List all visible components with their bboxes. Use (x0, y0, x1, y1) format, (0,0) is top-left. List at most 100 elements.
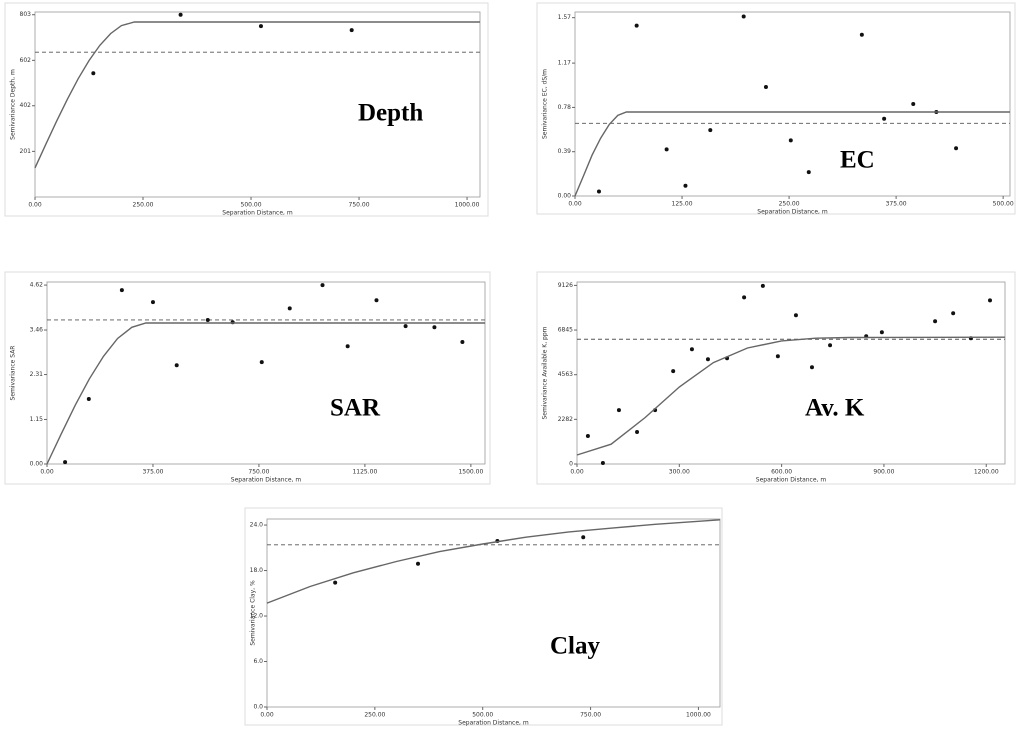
point (951, 311, 956, 316)
y-tick-label: 0.0 (253, 704, 263, 711)
point (119, 288, 124, 293)
annotation: Depth (358, 100, 423, 127)
y-axis-label: Semivariance Depth, m (10, 69, 17, 140)
point (760, 283, 765, 288)
y-tick-label: 24.0 (250, 522, 264, 529)
y-tick-label: 0.00 (30, 461, 44, 468)
x-tick-label: 250.00 (133, 202, 154, 209)
point (258, 24, 263, 29)
y-axis-label: Semivariance Available K, ppm (542, 326, 549, 419)
annotation-bg (320, 380, 391, 436)
annotation: Av. K (805, 395, 865, 422)
x-tick-label: 250.00 (364, 712, 385, 719)
x-axis-label: Separation Distance, m (757, 209, 828, 216)
y-tick-label: 3.46 (30, 327, 44, 334)
plot-area (46, 281, 486, 465)
x-tick-label: 0.00 (40, 469, 54, 476)
y-tick-label: 0.00 (558, 193, 572, 200)
y-tick-label: 4563 (558, 371, 573, 378)
chart-panel: 0.00 250.00 500.00 750.00 1000.00 201 402 602 80… (4, 2, 489, 217)
point (616, 408, 621, 413)
x-tick-label: 0.00 (568, 201, 582, 208)
y-tick-label: 201 (20, 148, 32, 155)
x-tick-label: 0.00 (570, 469, 584, 476)
panel-frame (536, 2, 1016, 215)
point (763, 84, 768, 89)
chart-panel: 0.00 300.00 600.00 900.00 1200.00 0 2282 4563 68… (536, 271, 1016, 485)
y-tick-label: 803 (20, 11, 32, 18)
model-curve (34, 21, 480, 169)
x-tick-label: 750.00 (248, 469, 269, 476)
point (416, 561, 420, 566)
point (809, 365, 814, 370)
point (828, 343, 833, 348)
point (86, 396, 91, 401)
y-tick-label: 0.78 (558, 104, 572, 111)
chart-panel: 0.00 125.00 250.00 375.00 500.00 0.00 0.39 0.78… (536, 2, 1016, 216)
point (859, 32, 864, 37)
point (954, 146, 959, 151)
y-tick-label: 6845 (558, 327, 573, 334)
point (581, 535, 586, 540)
model-curve (574, 111, 1010, 197)
point (683, 183, 688, 188)
x-axis-label: Separation Distance, m (231, 477, 302, 484)
point (664, 147, 669, 152)
x-tick-label: 750.00 (349, 202, 370, 209)
x-tick-label: 1125.00 (352, 469, 377, 476)
point (432, 325, 437, 330)
x-tick-label: 500.00 (241, 202, 262, 209)
point (63, 460, 68, 465)
x-tick-label: 1200.00 (974, 469, 999, 476)
annotation-bg (795, 380, 875, 436)
y-tick-label: 12.0 (250, 613, 264, 620)
x-tick-label: 375.00 (886, 201, 907, 208)
y-tick-label: 0 (569, 461, 573, 468)
model-curve (266, 519, 721, 604)
y-axis-label: Semivariance SAR (10, 346, 17, 401)
x-tick-label: 375.00 (142, 469, 163, 476)
x-tick-label: 300.00 (669, 469, 690, 476)
point (596, 189, 601, 194)
point (806, 170, 811, 175)
point (150, 300, 155, 305)
point (259, 360, 264, 365)
y-tick-label: 2.31 (30, 371, 44, 378)
x-tick-label: 900.00 (873, 469, 894, 476)
panel-frame (4, 2, 489, 217)
x-tick-label: 750.00 (580, 712, 601, 719)
point (287, 306, 292, 311)
point (178, 12, 183, 17)
plot-area (576, 281, 1006, 465)
point (374, 298, 379, 303)
x-tick-label: 125.00 (672, 201, 693, 208)
point (793, 313, 798, 318)
point (911, 102, 916, 106)
x-tick-label: 1000.00 (686, 712, 711, 719)
panel-frame (536, 271, 1016, 485)
y-tick-label: 402 (20, 102, 32, 109)
point (708, 128, 713, 133)
y-tick-label: 18.0 (250, 567, 264, 574)
plot-area (266, 518, 721, 708)
y-tick-label: 6.0 (253, 658, 263, 665)
y-tick-label: 602 (20, 57, 32, 64)
x-axis-label: Separation Distance, m (756, 477, 827, 484)
annotation-bg (540, 618, 611, 674)
point (705, 357, 710, 362)
x-tick-label: 500.00 (993, 201, 1014, 208)
point (987, 298, 992, 303)
y-tick-label: 1.17 (558, 60, 572, 67)
y-tick-label: 4.62 (30, 282, 44, 289)
model-curve (46, 322, 485, 465)
point (600, 461, 605, 466)
y-tick-label: 1.57 (558, 14, 572, 21)
x-tick-label: 1500.00 (458, 469, 483, 476)
point (345, 344, 350, 349)
point (460, 340, 465, 345)
point (879, 330, 884, 335)
y-tick-label: 9126 (558, 282, 573, 289)
point (741, 14, 746, 19)
point (205, 317, 210, 322)
